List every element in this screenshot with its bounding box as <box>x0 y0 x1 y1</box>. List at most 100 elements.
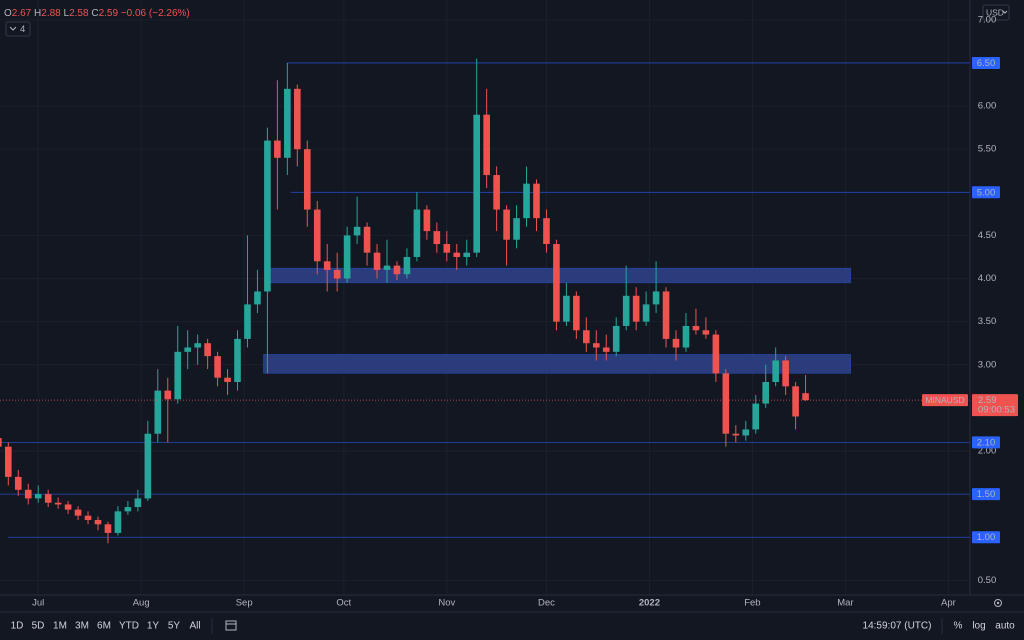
ohlc-legend: O2.67 H2.88 L2.58 C2.59 −0.06 (−2.26%) <box>4 8 190 19</box>
indicator-toggle[interactable]: 4 <box>5 21 31 37</box>
candle-body <box>473 114 480 253</box>
candle-body <box>423 209 431 232</box>
range-button[interactable]: 3M <box>75 621 89 632</box>
candle-body <box>553 244 560 322</box>
countdown-label: 09:00:53 <box>978 405 1015 416</box>
range-button[interactable]: YTD <box>119 621 139 632</box>
gear-hub <box>996 601 1000 605</box>
candle-body <box>543 218 550 245</box>
last-price-box <box>972 394 1018 417</box>
candle-body <box>124 507 132 512</box>
candle-body <box>642 304 650 322</box>
candle-body <box>503 209 510 240</box>
candle-body <box>194 343 201 348</box>
level-label: 2.10 <box>977 437 996 448</box>
candle-body <box>224 377 231 383</box>
chevron-icon <box>1002 10 1008 14</box>
candle-body <box>144 433 152 499</box>
plot-area <box>0 58 970 544</box>
x-tick-label: Feb <box>744 598 760 609</box>
legend-value: 2.88 <box>41 8 61 19</box>
candle-body <box>24 489 32 499</box>
candle-body <box>94 519 102 525</box>
candle-body <box>662 291 670 339</box>
candle-body <box>782 360 789 387</box>
candle-body <box>712 334 720 374</box>
candle-body <box>84 515 92 520</box>
bottom-toolbar: 1D 5D 1M 3M 6M YTD 1Y 5Y All 14:59:07 (U… <box>11 618 1015 634</box>
indicator-button[interactable] <box>5 21 31 37</box>
x-tick-label: Oct <box>336 598 351 609</box>
x-tick-label: Apr <box>941 598 956 609</box>
y-tick-label: 3.00 <box>978 359 997 370</box>
clock[interactable]: 14:59:07 (UTC) <box>863 621 932 632</box>
currency-box[interactable] <box>982 4 1010 21</box>
candle-body <box>752 403 760 430</box>
candle-body <box>353 226 361 236</box>
level-label-box <box>972 56 1000 69</box>
y-tick-label: 0.50 <box>978 575 997 586</box>
candle-body <box>244 304 251 339</box>
candle-body <box>164 390 172 400</box>
candle-body <box>523 183 530 219</box>
candle-body <box>254 291 261 305</box>
currency-button[interactable]: USD <box>982 4 1010 21</box>
candle-body <box>343 235 351 279</box>
calendar-icon <box>225 620 237 631</box>
candle-body <box>323 261 331 270</box>
level-label: 1.50 <box>977 489 996 500</box>
scale-option[interactable]: % <box>954 621 963 632</box>
x-tick-label: 2022 <box>639 598 660 609</box>
level-label: 5.00 <box>977 187 996 198</box>
x-tick-label: Jul <box>32 598 44 609</box>
candle-body <box>313 209 321 262</box>
candle-body <box>264 140 271 292</box>
candle-body <box>762 382 770 404</box>
candle-body <box>44 494 52 503</box>
candle-body <box>802 393 809 401</box>
range-button[interactable]: 1D <box>11 621 24 632</box>
candle-body <box>533 183 540 219</box>
candle-body <box>403 256 411 275</box>
y-tick-label: 6.00 <box>978 101 997 112</box>
candle-body <box>383 265 391 270</box>
level-label: 6.50 <box>977 58 996 69</box>
candle-body <box>294 88 301 150</box>
candle-body <box>184 347 191 352</box>
candle-body <box>722 373 730 434</box>
scale-option[interactable]: auto <box>995 621 1015 632</box>
symbol-label-box <box>922 394 968 407</box>
candle-body <box>214 356 221 378</box>
candle-body <box>563 295 570 322</box>
legend-value: 2.67 <box>12 8 32 19</box>
x-tick-label: Dec <box>538 598 555 609</box>
candle-body <box>672 338 680 348</box>
range-button[interactable]: 6M <box>97 621 111 632</box>
gear-icon[interactable] <box>994 599 1002 607</box>
candle-body <box>602 347 610 352</box>
candle-body <box>443 244 451 253</box>
range-button[interactable]: 1M <box>53 621 67 632</box>
candle-body <box>483 114 490 176</box>
candle-body <box>682 325 690 348</box>
level-label-box <box>972 488 1000 501</box>
candle-body <box>652 291 660 305</box>
candle-body <box>702 330 710 335</box>
candle-body <box>513 218 520 240</box>
range-button[interactable]: 5D <box>32 621 45 632</box>
range-button[interactable]: 5Y <box>168 621 181 632</box>
range-button[interactable]: All <box>189 621 200 632</box>
legend-value: 2.58 <box>69 8 89 19</box>
y-tick-label: 2.00 <box>978 446 997 457</box>
level-label-box <box>972 436 1000 449</box>
x-tick-label: Mar <box>837 598 853 609</box>
candle-body <box>433 231 441 245</box>
y-tick-label: 7.00 <box>978 14 997 25</box>
range-button[interactable]: 1Y <box>147 621 160 632</box>
date-range-icon[interactable] <box>225 620 237 631</box>
x-tick-label: Sep <box>236 598 253 609</box>
candle-body <box>333 269 341 279</box>
scale-option[interactable]: log <box>972 621 985 632</box>
candle-body <box>284 88 291 158</box>
